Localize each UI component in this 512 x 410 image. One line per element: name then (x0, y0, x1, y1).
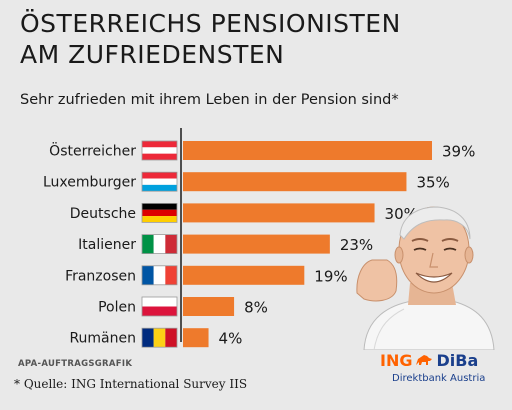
graphic-credit: APA-AUFTRAGSGRAFIK (18, 359, 133, 369)
senior-man-photo (356, 206, 495, 350)
value-label: 39% (442, 143, 475, 161)
flag-austria-icon (141, 140, 178, 161)
value-label: 23% (340, 236, 373, 254)
chart-title: ÖSTERREICHS PENSIONISTEN AM ZUFRIEDENSTE… (20, 8, 490, 70)
bar (183, 234, 330, 254)
flag-luxembourg-icon (141, 171, 178, 192)
category-label: Österreicher (49, 142, 136, 160)
value-label: 35% (416, 174, 449, 192)
category-label: Italiener (78, 237, 136, 253)
logo-tagline: Direktbank Austria (392, 373, 486, 384)
bar (183, 297, 235, 316)
bar (183, 265, 305, 285)
title-line-1: ÖSTERREICHS PENSIONISTEN (20, 9, 401, 38)
logo-ing-text: ING (380, 351, 413, 370)
bar (183, 141, 432, 160)
title-line-2: AM ZUFRIEDENSTEN (20, 40, 285, 69)
flag-poland-icon (141, 296, 178, 317)
flag-italy-icon (141, 234, 178, 254)
category-label: Polen (98, 300, 136, 316)
category-label: Franzosen (65, 268, 136, 284)
value-label: 4% (219, 330, 243, 348)
ing-diba-logo: ING DiBa Direktbank Austria (380, 351, 500, 401)
lion-icon (416, 355, 433, 365)
value-label: 8% (244, 299, 268, 317)
value-label: 19% (314, 267, 347, 285)
source-note: * Quelle: ING International Survey IIS (14, 377, 248, 391)
category-label: Deutsche (70, 206, 136, 222)
flag-france-icon (141, 265, 178, 286)
category-label: Rumänen (69, 331, 136, 347)
bar (183, 203, 375, 223)
bar (183, 172, 407, 192)
bar (183, 328, 209, 348)
chart-subtitle: Sehr zufrieden mit ihrem Leben in der Pe… (20, 92, 399, 108)
flag-germany-icon (141, 203, 178, 223)
logo-wordmark: ING DiBa (380, 351, 478, 370)
logo-diba-text: DiBa (436, 351, 479, 370)
category-label: Luxemburger (43, 175, 136, 191)
flag-romania-icon (141, 327, 178, 348)
